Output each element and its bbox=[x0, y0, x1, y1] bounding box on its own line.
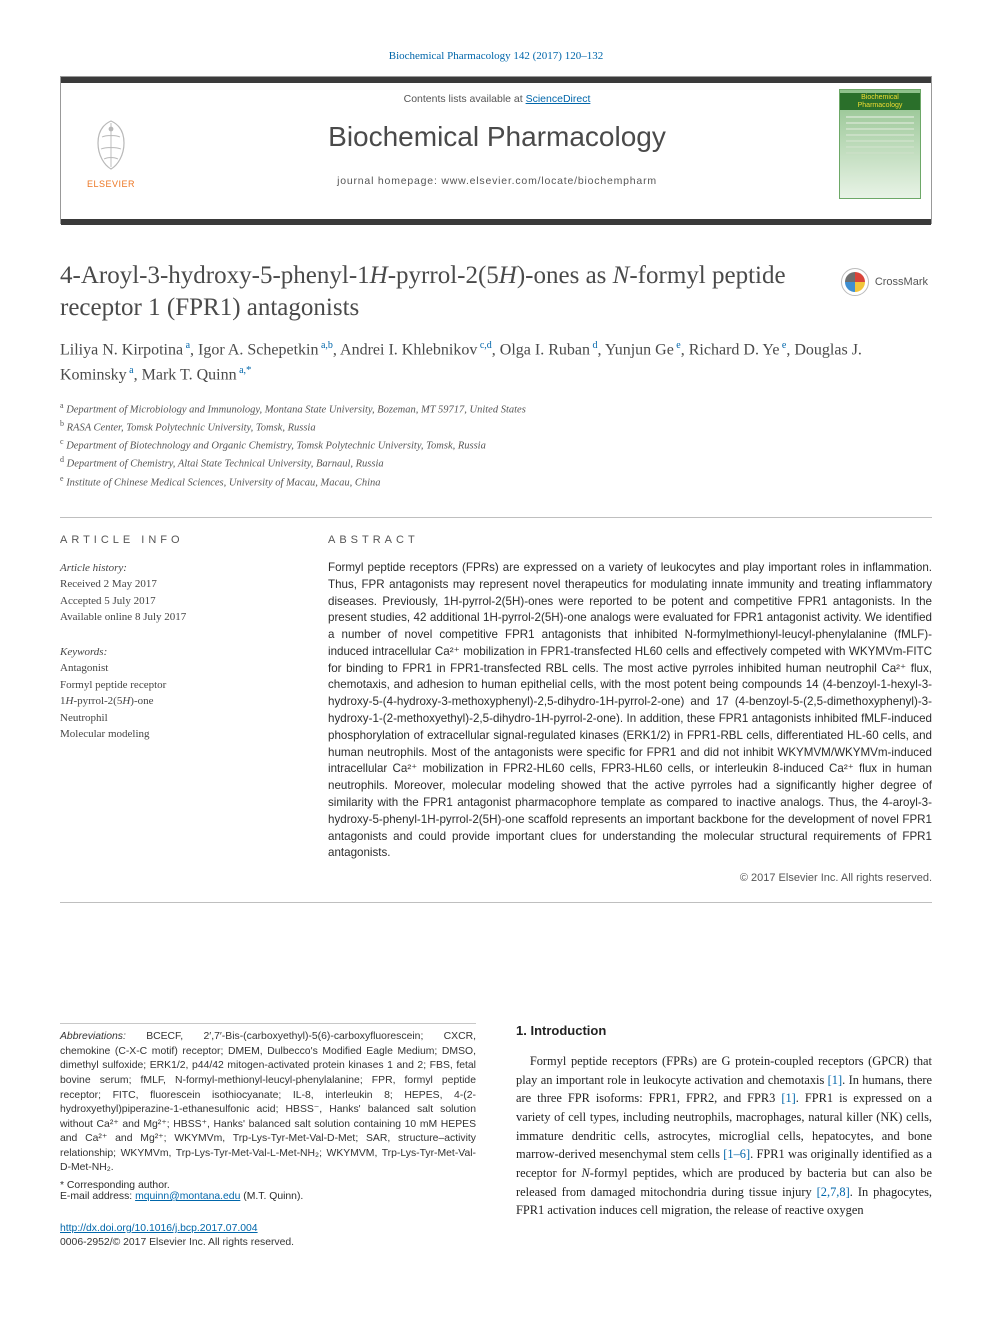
article-info-heading: ARTICLE INFO bbox=[60, 534, 290, 546]
abstract-text: Formyl peptide receptors (FPRs) are expr… bbox=[328, 560, 932, 862]
authors-line: Liliya N. Kirpotina a, Igor A. Schepetki… bbox=[60, 338, 932, 388]
article-history-block: Article history: Received 2 May 2017 Acc… bbox=[60, 560, 290, 626]
abbreviations-block: Abbreviations: BCECF, 2′,7′-Bis-(carboxy… bbox=[60, 1023, 476, 1176]
crossmark-badge[interactable]: CrossMark bbox=[837, 264, 932, 300]
corresponding-email-link[interactable]: mquinn@montana.edu bbox=[135, 1191, 240, 1202]
corresponding-author-line: * Corresponding author. E-mail address: … bbox=[60, 1180, 476, 1202]
journal-name-heading: Biochemical Pharmacology bbox=[161, 121, 833, 153]
journal-homepage-line: journal homepage: www.elsevier.com/locat… bbox=[161, 175, 833, 187]
publisher-logo: ELSEVIER bbox=[61, 83, 161, 219]
section-divider bbox=[60, 902, 932, 903]
section-divider bbox=[60, 517, 932, 518]
crossmark-label: CrossMark bbox=[875, 276, 928, 288]
intro-paragraph: Formyl peptide receptors (FPRs) are G pr… bbox=[516, 1052, 932, 1219]
journal-banner: ELSEVIER Contents lists available at Sci… bbox=[60, 76, 932, 224]
doi-link[interactable]: http://dx.doi.org/10.1016/j.bcp.2017.07.… bbox=[60, 1223, 258, 1234]
publisher-name: ELSEVIER bbox=[87, 179, 135, 189]
doi-issn-footer: http://dx.doi.org/10.1016/j.bcp.2017.07.… bbox=[60, 1222, 476, 1251]
abstract-heading: ABSTRACT bbox=[328, 534, 932, 546]
paper-title: 4-Aroyl-3-hydroxy-5-phenyl-1H-pyrrol-2(5… bbox=[60, 260, 837, 324]
keywords-block: Keywords: Antagonist Formyl peptide rece… bbox=[60, 644, 290, 743]
sciencedirect-link[interactable]: ScienceDirect bbox=[526, 93, 591, 105]
crossmark-icon bbox=[841, 268, 869, 296]
journal-cover-thumbnail: BiochemicalPharmacology bbox=[833, 83, 931, 219]
abstract-copyright: © 2017 Elsevier Inc. All rights reserved… bbox=[328, 872, 932, 884]
affiliations: a Department of Microbiology and Immunol… bbox=[60, 400, 932, 491]
section-1-heading: 1. Introduction bbox=[516, 1023, 932, 1038]
journal-citation: Biochemical Pharmacology 142 (2017) 120–… bbox=[60, 50, 932, 62]
contents-available-line: Contents lists available at ScienceDirec… bbox=[161, 93, 833, 105]
